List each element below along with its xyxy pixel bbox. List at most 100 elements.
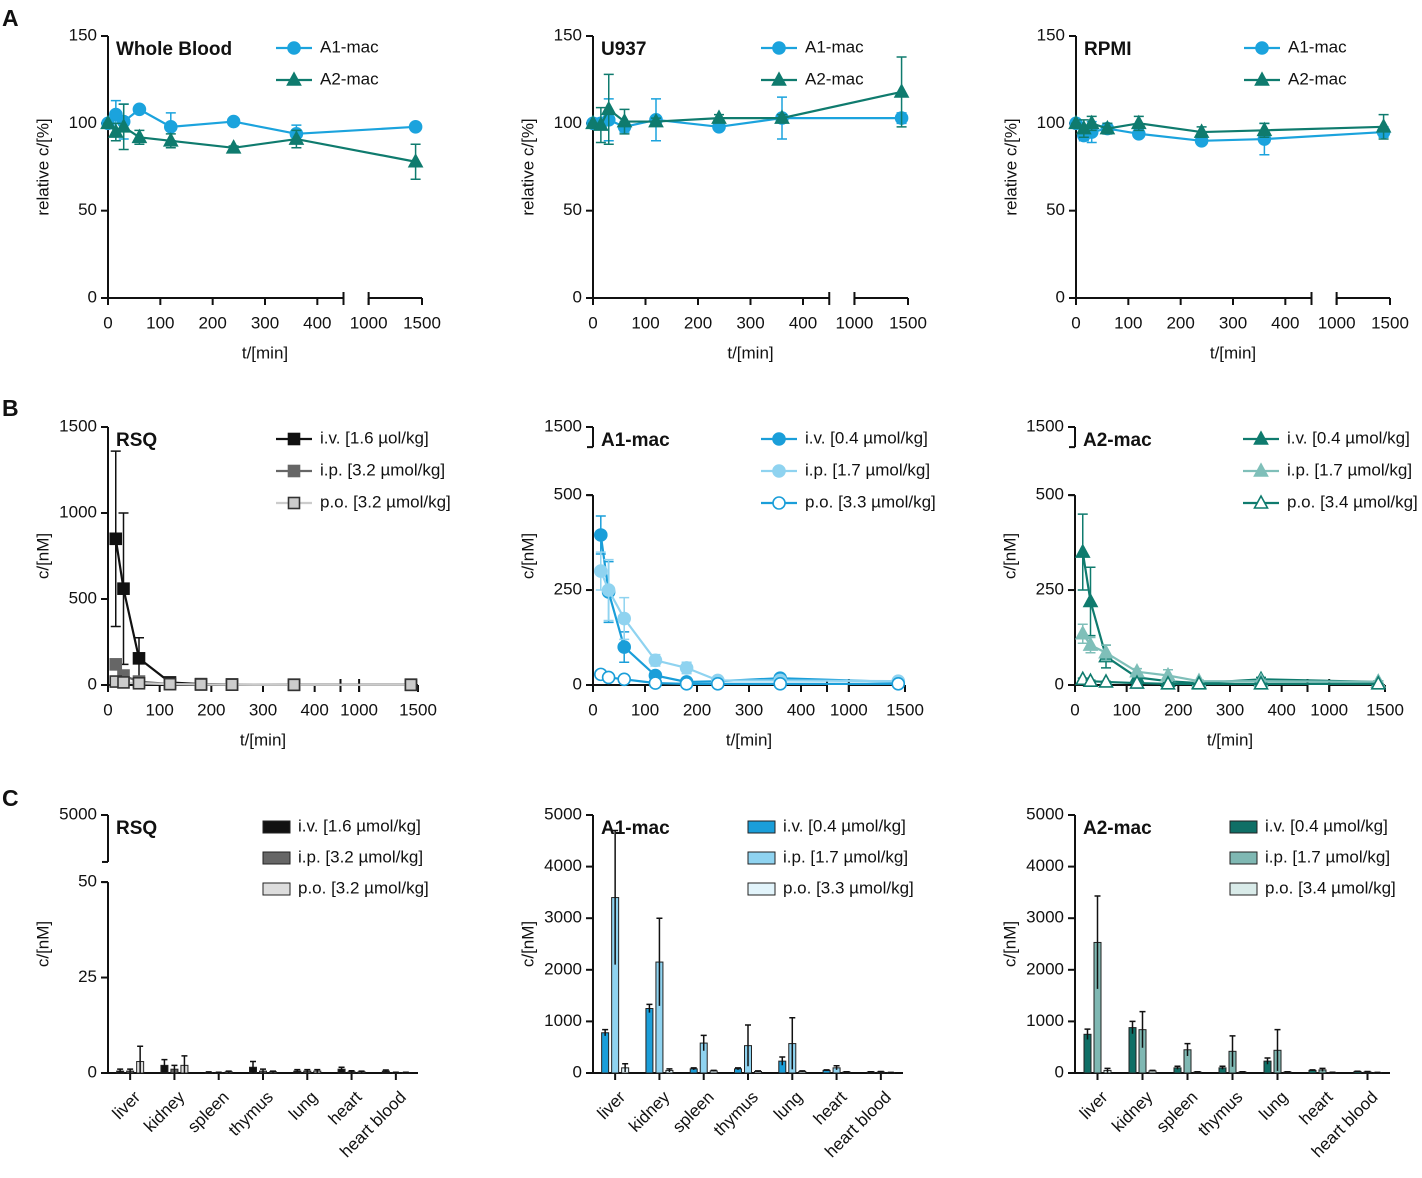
marker xyxy=(679,661,694,675)
error-bar xyxy=(1194,1070,1201,1073)
marker xyxy=(194,678,208,691)
marker xyxy=(117,582,130,595)
marker xyxy=(1082,636,1099,651)
marker xyxy=(109,532,123,546)
marker xyxy=(772,464,786,478)
chart-title: RSQ xyxy=(116,430,157,451)
error-bar xyxy=(1084,1028,1091,1040)
x-tick-label: heart xyxy=(325,1087,366,1128)
y-tick-label: 0 xyxy=(88,674,97,693)
marker xyxy=(601,583,616,597)
error-bar xyxy=(1174,1065,1181,1070)
legend-swatch xyxy=(1229,882,1258,896)
marker xyxy=(711,109,727,124)
x-axis-label: t/[min] xyxy=(726,730,772,749)
y-tick-label: 100 xyxy=(1037,113,1065,132)
legend-label: A2-mac xyxy=(1288,69,1347,88)
x-tick-label: 200 xyxy=(197,700,225,719)
y-tick-label: 150 xyxy=(69,25,97,44)
error-bar xyxy=(127,1068,134,1073)
legend-label: i.v. [0.4 µmol/kg] xyxy=(805,428,928,447)
error-bar xyxy=(622,1062,629,1072)
error-bar xyxy=(867,1070,874,1073)
legend-label: i.p. [3.2 µmol/kg] xyxy=(320,460,445,479)
x-tick-label: 300 xyxy=(736,313,764,332)
marker xyxy=(1253,675,1269,690)
chart-title: RSQ xyxy=(116,818,157,839)
x-tick-label: 1000 xyxy=(1318,313,1356,332)
x-tick-label: thymus xyxy=(225,1088,277,1140)
x-tick-label: 200 xyxy=(1164,700,1192,719)
x-tick-label: 0 xyxy=(1071,313,1080,332)
y-axis-label: relative c/[%] xyxy=(518,118,537,215)
x-tick-label: 400 xyxy=(303,313,331,332)
marker xyxy=(109,658,123,671)
x-tick-label: 1500 xyxy=(1371,313,1409,332)
error-bar xyxy=(225,1070,232,1073)
y-tick-label: 2000 xyxy=(1026,959,1064,978)
bar xyxy=(1128,1027,1137,1074)
bar xyxy=(601,1032,610,1074)
x-tick-label: spleen xyxy=(669,1088,718,1137)
legend-label: p.o. [3.3 µmol/kg] xyxy=(805,492,936,511)
marker xyxy=(132,676,146,690)
y-tick-label: 3000 xyxy=(544,908,582,927)
x-tick-label: 0 xyxy=(1070,700,1079,719)
x-tick-label: 1000 xyxy=(830,700,868,719)
error-bar xyxy=(710,1069,717,1072)
x-tick-label: 400 xyxy=(300,700,328,719)
x-tick-label: 400 xyxy=(1267,700,1295,719)
chart-panel: A Whole Blood relative c/[%] t/[min] 0 50 100 1… xyxy=(2,5,441,362)
legend-label: i.v. [0.4 µmol/kg] xyxy=(1287,428,1410,447)
x-tick-label: 200 xyxy=(198,313,226,332)
y-axis-label: c/[nM] xyxy=(1000,533,1019,579)
x-tick-label: 200 xyxy=(684,313,712,332)
x-tick-label: thymus xyxy=(1194,1088,1246,1140)
error-bar xyxy=(382,1069,389,1073)
marker xyxy=(593,528,608,542)
marker xyxy=(407,153,424,168)
x-tick-label: 100 xyxy=(631,313,659,332)
error-bar xyxy=(690,1067,697,1070)
marker xyxy=(1130,114,1147,130)
x-tick-label: 1500 xyxy=(1366,700,1404,719)
marker xyxy=(773,677,788,691)
error-bar xyxy=(1274,1028,1281,1071)
error-bar xyxy=(646,1003,653,1013)
error-bar xyxy=(799,1070,806,1072)
marker xyxy=(617,640,632,654)
marker xyxy=(710,677,725,691)
y-tick-label: 0 xyxy=(1055,674,1064,693)
x-tick-label: 300 xyxy=(249,700,277,719)
y-tick-label: 0 xyxy=(1056,287,1065,306)
y-tick-label: 500 xyxy=(69,588,97,607)
x-tick-label: 0 xyxy=(588,700,597,719)
marker xyxy=(1068,114,1084,130)
error-bar xyxy=(294,1068,301,1073)
marker xyxy=(132,102,147,117)
x-tick-label: liver xyxy=(109,1087,145,1123)
legend-label: i.p. [1.7 µmol/kg] xyxy=(1265,847,1390,866)
marker xyxy=(1253,494,1269,509)
y-axis-label: relative c/[%] xyxy=(33,118,52,215)
legend-label: i.v. [1.6 µol/kg] xyxy=(320,428,429,447)
y-tick-label: 5000 xyxy=(59,804,97,823)
legend-label: A1-mac xyxy=(805,37,864,56)
x-tick-label: heart xyxy=(810,1087,851,1128)
marker xyxy=(287,464,301,478)
y-tick-label: 1500 xyxy=(544,416,582,435)
y-tick-label: 500 xyxy=(1036,485,1064,504)
marker xyxy=(1254,71,1270,86)
panel-label: C xyxy=(2,785,19,811)
series-line xyxy=(115,680,411,686)
y-tick-label: 1000 xyxy=(544,1011,582,1030)
error-bar xyxy=(260,1068,266,1073)
legend-label: A1-mac xyxy=(320,37,379,56)
marker xyxy=(164,120,178,134)
error-bar xyxy=(1139,1010,1146,1048)
marker xyxy=(225,678,239,691)
error-bar xyxy=(1309,1069,1316,1071)
y-tick-label: 1000 xyxy=(1026,1011,1064,1030)
marker xyxy=(1129,674,1145,689)
marker xyxy=(1256,121,1273,137)
